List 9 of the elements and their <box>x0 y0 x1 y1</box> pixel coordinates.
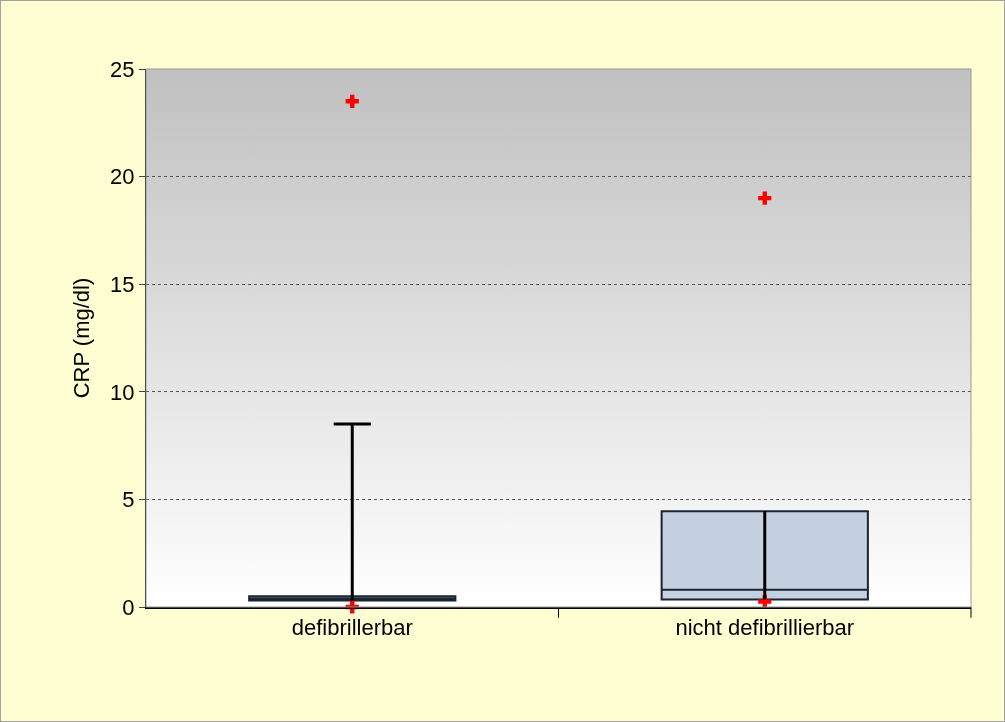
y-tick-label: 25 <box>110 56 135 82</box>
x-tick-label: nicht defibrillierbar <box>675 614 855 640</box>
y-tick-label: 10 <box>110 379 135 405</box>
x-tick-label: defibrillerbar <box>291 614 413 640</box>
y-tick-label: 20 <box>110 164 135 190</box>
y-tick-label: 15 <box>110 271 135 297</box>
y-axis-title: CRP (mg/dl) <box>68 277 94 399</box>
y-tick-label: 5 <box>122 487 135 513</box>
y-tick-label: 0 <box>122 594 135 620</box>
